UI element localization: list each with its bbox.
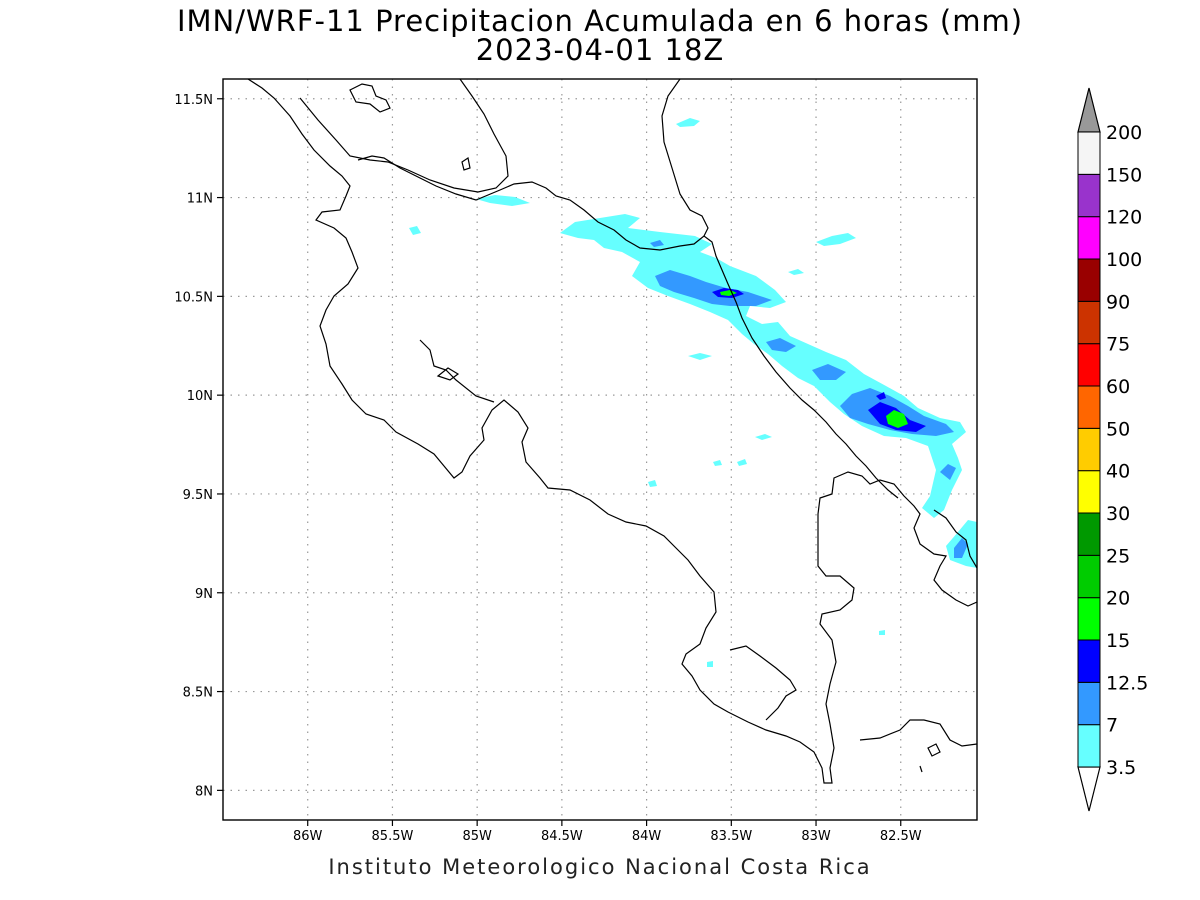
colorbar-level-label: 40: [1106, 461, 1130, 483]
golfo-dulce: [729, 645, 797, 721]
colorbar-swatch: [1077, 385, 1101, 429]
rain-patch: [476, 195, 530, 206]
colorbar-swatch: [1077, 470, 1101, 514]
colorbar-swatch: [1077, 216, 1101, 260]
island-ometepe: [349, 83, 391, 113]
island: [927, 743, 941, 757]
colorbar-swatch: [1077, 554, 1101, 599]
colorbar-swatch: [1077, 343, 1101, 387]
rain-patch: [676, 118, 700, 127]
colorbar-upper-arrow: [1077, 87, 1101, 133]
colorbar-level-label: 20: [1106, 588, 1130, 610]
colorbar-level-label: 75: [1106, 334, 1130, 356]
x-tick-label: 85.5W: [372, 829, 414, 844]
colorbar-swatch: [1077, 131, 1101, 175]
x-tick-label: 83W: [801, 829, 831, 844]
y-tick-label: 11N: [187, 192, 213, 207]
y-tick-label: 11.5N: [174, 93, 213, 108]
x-tick-label: 84W: [632, 829, 662, 844]
colorbar-level-label: 90: [1106, 291, 1130, 313]
colorbar-level-label: 50: [1106, 418, 1130, 440]
coastlines: [247, 79, 977, 784]
rain-core: [954, 538, 968, 558]
island: [919, 765, 923, 773]
island: [436, 367, 460, 381]
coastline-main: [247, 79, 977, 784]
colorbar-level-label: 12.5: [1106, 672, 1148, 694]
rain-core: [940, 464, 956, 480]
rain-patch: [648, 480, 657, 487]
x-tick-label: 86W: [293, 829, 323, 844]
rain-patch: [409, 226, 421, 235]
y-tick-label: 9.5N: [183, 488, 213, 503]
x-tick-label: 85W: [462, 829, 492, 844]
colorbar-level-label: 200: [1106, 122, 1142, 144]
rain-core: [655, 270, 772, 306]
grid-lines: [223, 79, 977, 820]
colorbar-level-label: 15: [1106, 630, 1130, 652]
map-title: IMN/WRF-11 Precipitacion Acumulada en 6 …: [176, 4, 1024, 38]
rain-patch: [707, 661, 713, 667]
rain-core: [812, 364, 846, 380]
colorbar-level-label: 30: [1106, 503, 1130, 525]
colorbar: 3.5 7 12.5 15 20 25 30 40 50 60 75 90 100 120 150 200: [1077, 87, 1148, 812]
coastline-panama: [859, 719, 977, 747]
colorbar-swatch: [1077, 724, 1101, 768]
rain-intense: [886, 410, 908, 428]
colorbar-lower-arrow: [1077, 766, 1101, 812]
y-tick-label: 9N: [195, 587, 213, 602]
rain-patch: [816, 233, 856, 246]
lake-nicaragua: [299, 79, 509, 193]
rain-patch: [755, 434, 772, 440]
rain-core: [766, 338, 796, 352]
coastline-caribbean: [357, 155, 899, 499]
y-tick-label: 10N: [187, 389, 213, 404]
rain-patch: [737, 459, 747, 466]
colorbar-level-label: 120: [1106, 207, 1142, 229]
y-tick-label: 8N: [195, 784, 213, 799]
colorbar-level-label: 100: [1106, 249, 1142, 271]
rain-core: [650, 240, 664, 247]
coastline-caribbean-north: [661, 79, 709, 237]
colorbar-level-label: 3.5: [1106, 757, 1136, 779]
colorbar-swatch: [1077, 681, 1101, 726]
colorbar-level-label: 60: [1106, 376, 1130, 398]
x-tick-label: 84.5W: [541, 829, 583, 844]
rain-patch: [713, 460, 722, 466]
coastline-bocas: [933, 509, 977, 569]
rain-patch: [879, 630, 885, 635]
rain-patch: [788, 269, 804, 275]
y-tick-label: 10.5N: [174, 290, 213, 305]
footer-credit: Instituto Meteorologico Nacional Costa R…: [328, 855, 872, 879]
map-datetime: 2023-04-01 18Z: [475, 33, 725, 67]
y-tick-label: 8.5N: [183, 686, 213, 701]
colorbar-swatch: [1077, 512, 1101, 556]
colorbar-swatch: [1077, 173, 1101, 218]
nicoya-gulf: [419, 339, 495, 403]
rain-patch: [688, 353, 712, 360]
rain-heavy: [876, 392, 886, 400]
axis-ticks: 86W 85.5W 85W 84.5W 84W 83.5W 83W 82.5W 11.5N 11N…: [174, 93, 921, 844]
colorbar-swatch: [1077, 597, 1101, 641]
precipitation-field: [409, 118, 977, 667]
colorbar-swatch: [1077, 639, 1101, 683]
colorbar-level-label: 25: [1106, 545, 1130, 567]
colorbar-swatch: [1077, 427, 1101, 472]
colorbar-level-label: 150: [1106, 164, 1142, 186]
colorbar-level-label: 7: [1106, 715, 1118, 737]
x-tick-label: 82.5W: [880, 829, 922, 844]
island: [461, 157, 471, 171]
map-frame: [222, 78, 978, 821]
rain-band-north: [560, 214, 966, 518]
colorbar-swatch: [1077, 258, 1101, 302]
x-tick-label: 83.5W: [710, 829, 752, 844]
colorbar-swatch: [1077, 300, 1101, 345]
